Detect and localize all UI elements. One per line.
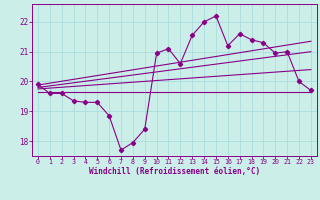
X-axis label: Windchill (Refroidissement éolien,°C): Windchill (Refroidissement éolien,°C) <box>89 167 260 176</box>
